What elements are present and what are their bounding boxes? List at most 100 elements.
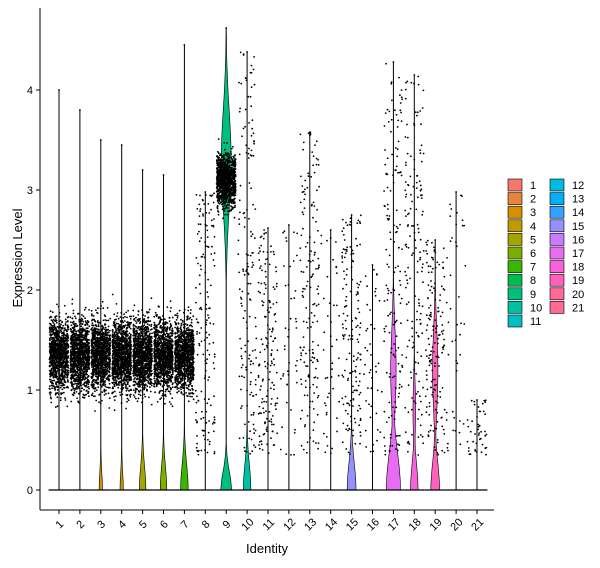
jitter-point bbox=[85, 349, 88, 352]
jitter-point bbox=[75, 323, 77, 325]
jitter-point bbox=[147, 343, 150, 346]
jitter-point bbox=[61, 353, 64, 356]
jitter-point bbox=[106, 365, 108, 368]
jitter-point bbox=[88, 350, 91, 353]
jitter-point bbox=[101, 324, 104, 327]
violin-group-3 bbox=[90, 139, 112, 491]
jitter-point bbox=[64, 334, 67, 337]
jitter-point bbox=[52, 326, 55, 329]
jitter-point bbox=[56, 303, 58, 306]
jitter-point bbox=[102, 307, 105, 310]
jitter-point bbox=[116, 353, 119, 355]
jitter-point bbox=[52, 382, 55, 385]
jitter-point bbox=[83, 361, 85, 364]
jitter-point bbox=[113, 385, 116, 388]
jitter-point bbox=[61, 321, 64, 323]
jitter-point bbox=[84, 363, 87, 366]
jitter-point bbox=[85, 393, 88, 396]
jitter-point bbox=[70, 340, 73, 343]
jitter-point bbox=[59, 382, 62, 384]
jitter-point bbox=[80, 390, 83, 393]
jitter-point bbox=[116, 333, 119, 336]
jitter-point bbox=[139, 321, 142, 323]
jitter-point bbox=[141, 391, 144, 393]
jitter-point bbox=[58, 377, 61, 379]
jitter-point bbox=[69, 316, 72, 319]
jitter-point bbox=[62, 349, 64, 352]
jitter-point bbox=[102, 373, 105, 376]
jitter-point bbox=[52, 318, 55, 321]
jitter-point bbox=[92, 315, 95, 317]
jitter-point bbox=[104, 366, 106, 369]
jitter-point bbox=[67, 366, 69, 369]
jitter-point bbox=[57, 334, 59, 337]
jitter-point bbox=[112, 352, 115, 355]
jitter-point bbox=[96, 338, 99, 340]
jitter-point bbox=[119, 320, 122, 322]
jitter-point bbox=[87, 375, 90, 378]
jitter-point bbox=[92, 352, 95, 355]
jitter-point bbox=[70, 335, 73, 337]
jitter-point bbox=[108, 354, 111, 357]
jitter-point bbox=[56, 396, 59, 399]
jitter-point bbox=[112, 379, 115, 381]
jitter-point bbox=[116, 343, 119, 345]
jitter-point bbox=[71, 388, 73, 391]
jitter-point bbox=[51, 342, 54, 345]
jitter-point bbox=[137, 397, 140, 400]
jitter-point bbox=[93, 365, 96, 368]
jitter-point bbox=[114, 331, 116, 334]
jitter-point bbox=[91, 362, 94, 365]
jitter-point bbox=[81, 314, 83, 316]
jitter-point bbox=[85, 384, 88, 387]
jitter-point bbox=[84, 351, 87, 353]
jitter-point bbox=[61, 370, 63, 372]
jitter-point bbox=[48, 343, 51, 346]
jitter-point bbox=[106, 340, 109, 342]
jitter-point bbox=[56, 325, 59, 328]
jitter-points-1 bbox=[48, 89, 70, 409]
jitter-point bbox=[84, 394, 86, 397]
jitter-point bbox=[82, 393, 85, 396]
jitter-point bbox=[64, 369, 66, 371]
jitter-point bbox=[64, 381, 67, 384]
jitter-point bbox=[78, 349, 80, 351]
jitter-point bbox=[81, 323, 83, 325]
jitter-point bbox=[78, 380, 80, 383]
jitter-point bbox=[119, 316, 122, 318]
jitter-point bbox=[95, 347, 98, 350]
jitter-point bbox=[111, 344, 114, 347]
jitter-point bbox=[108, 382, 111, 385]
jitter-point bbox=[53, 324, 56, 327]
jitter-point bbox=[98, 374, 100, 377]
jitter-point bbox=[104, 331, 107, 334]
jitter-point bbox=[52, 321, 55, 324]
jitter-point bbox=[96, 360, 99, 363]
jitter-point bbox=[53, 386, 56, 389]
jitter-point bbox=[60, 346, 63, 349]
jitter-point bbox=[99, 383, 102, 386]
jitter-point bbox=[49, 329, 51, 332]
jitter-point bbox=[124, 383, 127, 386]
jitter-point bbox=[148, 396, 150, 399]
jitter-point bbox=[53, 347, 56, 350]
jitter-point bbox=[71, 348, 74, 350]
jitter-point bbox=[98, 328, 100, 331]
jitter-point bbox=[76, 324, 79, 327]
jitter-point bbox=[67, 315, 70, 318]
jitter-point bbox=[92, 328, 95, 331]
jitter-point bbox=[78, 401, 80, 404]
jitter-point bbox=[92, 385, 95, 387]
jitter-point bbox=[52, 339, 55, 342]
jitter-point bbox=[81, 396, 84, 399]
jitter-point bbox=[72, 339, 75, 341]
jitter-point bbox=[55, 329, 58, 332]
jitter-point bbox=[60, 368, 63, 371]
jitter-point bbox=[111, 362, 114, 365]
jitter-point bbox=[126, 378, 129, 381]
jitter-point bbox=[64, 346, 67, 349]
jitter-point bbox=[65, 345, 68, 347]
jitter-point bbox=[122, 329, 125, 332]
jitter-point bbox=[112, 387, 114, 390]
jitter-point bbox=[82, 365, 85, 367]
